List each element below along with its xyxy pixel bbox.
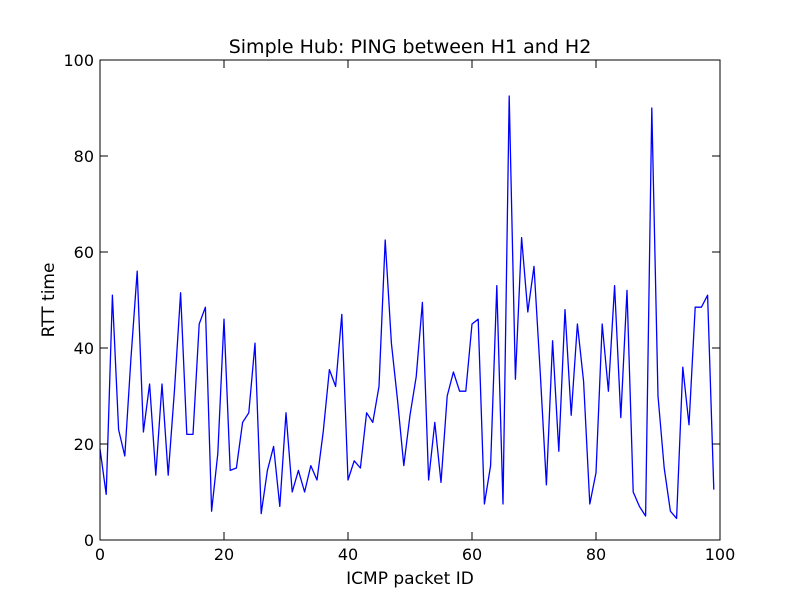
plot-frame <box>99 59 721 541</box>
x-tick-label: 60 <box>462 545 482 564</box>
series-line <box>99 95 715 520</box>
y-tick-label: 20 <box>74 435 94 454</box>
x-axis-label: ICMP packet ID <box>346 569 474 589</box>
x-tick-label: 40 <box>338 545 358 564</box>
x-axis: 0 20 40 60 80 100 <box>95 60 735 564</box>
y-tick-label: 40 <box>74 339 94 358</box>
plot-area <box>99 95 715 520</box>
x-tick-label: 100 <box>705 545 736 564</box>
x-tick-label: 80 <box>586 545 606 564</box>
x-tick-label: 0 <box>95 545 105 564</box>
x-tick-label: 20 <box>214 545 234 564</box>
chart-title: Simple Hub: PING between H1 and H2 <box>229 36 592 58</box>
y-axis-label: RTT time <box>39 263 59 338</box>
y-tick-label: 100 <box>63 51 94 70</box>
y-axis: 0 20 40 60 80 100 <box>63 51 720 550</box>
y-tick-label: 60 <box>74 243 94 262</box>
y-tick-label: 80 <box>74 147 94 166</box>
y-tick-label: 0 <box>84 531 94 550</box>
